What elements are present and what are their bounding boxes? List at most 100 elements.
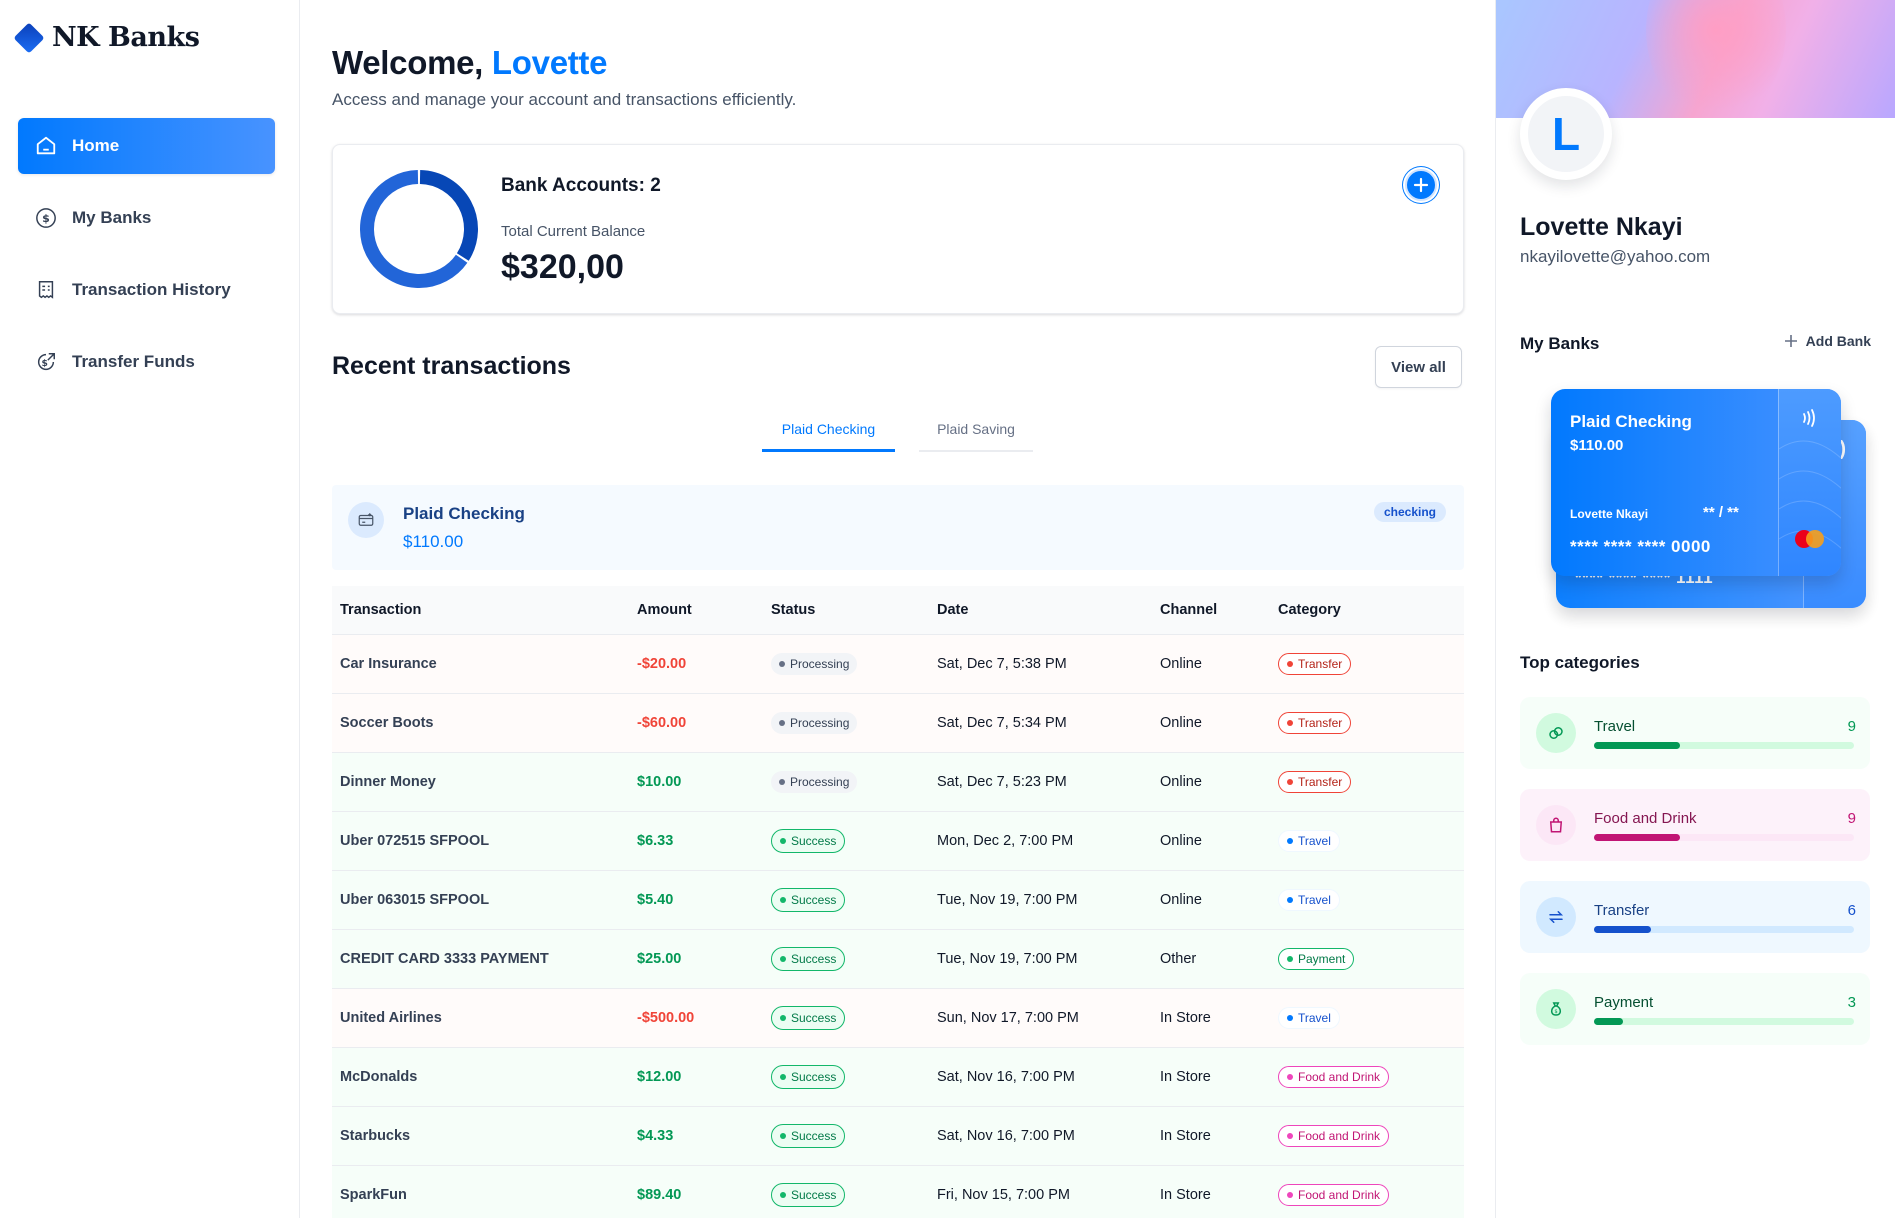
category-item-food-and-drink[interactable]: Food and Drink 9 [1520, 789, 1870, 861]
table-row[interactable]: Uber 063015 SFPOOL $5.40 Success Tue, Nov 1… [332, 870, 1464, 930]
category-progress-fill [1594, 834, 1680, 841]
status-cell: Success [763, 1106, 929, 1166]
status-badge: Success [771, 1123, 846, 1148]
top-categories-title: Top categories [1520, 653, 1640, 672]
status-badge: Processing [771, 711, 858, 734]
banner-decoration [1646, 0, 1786, 118]
channel-cell: Other [1152, 929, 1270, 989]
bag-icon [1536, 805, 1576, 845]
category-label: Food and Drink [1298, 1069, 1381, 1084]
status-dot-icon [779, 719, 785, 726]
category-dot-icon [1287, 660, 1293, 667]
transaction-name: Uber 063015 SFPOOL [340, 891, 490, 908]
category-dot-icon [1287, 1073, 1293, 1080]
greeting: Welcome, [332, 44, 484, 81]
sidebar-item-transaction-history[interactable]: Transaction History [18, 262, 275, 318]
contactless-icon [1799, 407, 1821, 435]
category-badge: Food and Drink [1278, 1183, 1390, 1206]
status-label: Success [791, 833, 837, 848]
category-dot-icon [1287, 1132, 1293, 1139]
category-progress-bar [1594, 926, 1854, 933]
status-dot-icon [780, 837, 786, 844]
table-row[interactable]: Dinner Money $10.00 Processing Sat, Dec 7, … [332, 752, 1464, 812]
category-count: 9 [1847, 718, 1856, 735]
date-cell: Tue, Nov 19, 7:00 PM [929, 870, 1152, 930]
date-cell: Sat, Nov 16, 7:00 PM [929, 1106, 1152, 1166]
category-item-transfer[interactable]: Transfer 6 [1520, 881, 1870, 953]
table-row[interactable]: Starbucks $4.33 Success Sat, Nov 16, 7:00 P… [332, 1106, 1464, 1166]
add-account-button[interactable] [1405, 169, 1437, 201]
account-type-badge: checking [1373, 502, 1446, 522]
receipt-icon [34, 278, 58, 302]
status-dot-icon [780, 955, 786, 962]
status-dot-icon [780, 1014, 786, 1021]
table-header-row: Transaction Amount Status Date Channel C… [332, 586, 1464, 635]
category-cell: Food and Drink [1270, 1047, 1464, 1107]
transaction-name: SparkFun [340, 1186, 407, 1203]
channel-cell: Online [1152, 752, 1270, 812]
sidebar-item-home[interactable]: Home [18, 118, 275, 174]
transaction-name: Dinner Money [340, 773, 436, 790]
category-item-travel[interactable]: Travel 9 [1520, 697, 1870, 769]
transaction-name: McDonalds [340, 1068, 418, 1085]
date-cell: Sat, Nov 16, 7:00 PM [929, 1047, 1152, 1107]
category-badge: Food and Drink [1278, 1065, 1390, 1088]
category-cell: Travel [1270, 988, 1464, 1048]
card-holder-name: Lovette Nkayi [1570, 507, 1649, 521]
column-header: Category [1270, 586, 1464, 635]
status-badge: Success [771, 946, 846, 971]
amount-cell: $5.40 [629, 870, 763, 930]
add-bank-label: Add Bank [1805, 333, 1871, 349]
column-header: Amount [629, 586, 763, 635]
selected-account-card: Plaid Checking $110.00 checking [332, 485, 1464, 570]
my-banks-title: My Banks [1520, 334, 1600, 353]
card-amount: $110.00 [1570, 437, 1624, 454]
status-cell: Success [763, 929, 929, 989]
card-expiry: ** / ** [1703, 504, 1739, 521]
category-name: Travel [1594, 718, 1636, 735]
transaction-name-cell: Car Insurance [332, 634, 629, 694]
recent-transactions-title: Recent transactions [332, 352, 571, 380]
view-all-button[interactable]: View all [1375, 346, 1462, 388]
sidebar-item-transfer-funds[interactable]: $ Transfer Funds [18, 334, 275, 390]
logo[interactable]: NK Banks [13, 21, 200, 54]
table-row[interactable]: Car Insurance -$20.00 Processing Sat, Dec 7… [332, 634, 1464, 694]
amount-cell: $4.33 [629, 1106, 763, 1166]
status-label: Success [791, 1010, 837, 1025]
status-dot-icon [779, 778, 785, 785]
category-badge: Payment [1278, 947, 1355, 970]
column-header: Date [929, 586, 1152, 635]
category-badge: Travel [1278, 829, 1340, 852]
category-dot-icon [1287, 837, 1293, 844]
category-item-payment[interactable]: $ Payment 3 [1520, 973, 1870, 1045]
channel-cell: In Store [1152, 1165, 1270, 1218]
date-cell: Fri, Nov 15, 7:00 PM [929, 1165, 1152, 1218]
sidebar-item-my-banks[interactable]: $ My Banks [18, 190, 275, 246]
link-icon [1536, 713, 1576, 753]
category-dot-icon [1287, 1191, 1293, 1198]
user-first-name: Lovette [491, 44, 608, 81]
transaction-amount: -$20.00 [637, 655, 687, 672]
status-cell: Processing [763, 693, 929, 753]
sidebar-item-label: Transaction History [72, 280, 231, 299]
transaction-amount: -$500.00 [637, 1009, 695, 1026]
account-name: Plaid Checking [403, 504, 525, 523]
table-row[interactable]: McDonalds $12.00 Success Sat, Nov 16, 7:00 … [332, 1047, 1464, 1107]
table-row[interactable]: CREDIT CARD 3333 PAYMENT $25.00 Success Tue… [332, 929, 1464, 989]
status-label: Processing [790, 656, 850, 671]
category-cell: Transfer [1270, 693, 1464, 753]
table-row[interactable]: United Airlines -$500.00 Success Sun, Nov 1… [332, 988, 1464, 1048]
table-row[interactable]: Soccer Boots -$60.00 Processing Sat, Dec 7,… [332, 693, 1464, 753]
bank-accounts-count: Bank Accounts: 2 [501, 175, 661, 196]
status-cell: Success [763, 870, 929, 930]
table-row[interactable]: SparkFun $89.40 Success Fri, Nov 15, 7:00 P… [332, 1165, 1464, 1218]
add-bank-button[interactable]: Add Bank [1784, 333, 1871, 349]
total-balance-label: Total Current Balance [501, 223, 646, 240]
tab-plaid-saving[interactable]: Plaid Saving [919, 413, 1033, 452]
table-row[interactable]: Uber 072515 SFPOOL $6.33 Success Mon, Dec 2… [332, 811, 1464, 871]
transaction-amount: $4.33 [637, 1127, 674, 1144]
category-label: Transfer [1298, 656, 1343, 671]
date-cell: Mon, Dec 2, 7:00 PM [929, 811, 1152, 871]
bank-card[interactable]: Plaid Checking $110.00 Lovette Nkayi ** … [1551, 389, 1841, 576]
tab-plaid-checking[interactable]: Plaid Checking [762, 413, 895, 452]
